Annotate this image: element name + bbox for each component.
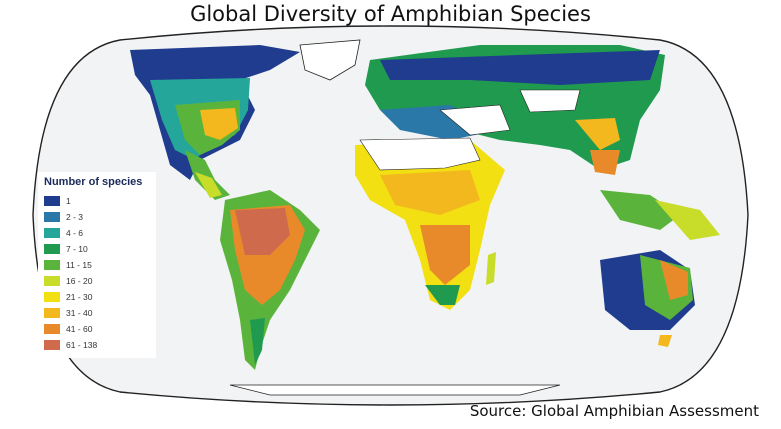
- south-america: [220, 190, 320, 370]
- legend-label: 21 - 30: [66, 291, 93, 302]
- map-title: Global Diversity of Amphibian Species: [190, 2, 591, 26]
- legend-item: 7 - 10: [44, 242, 88, 255]
- legend-swatch: [44, 339, 60, 350]
- legend-item: 2 - 3: [44, 210, 83, 223]
- legend-label: 31 - 40: [66, 307, 93, 318]
- legend-item: 61 - 138: [44, 338, 97, 351]
- legend-swatch: [44, 195, 60, 206]
- southeast-asia: [600, 190, 720, 240]
- legend-label: 61 - 138: [66, 339, 98, 350]
- legend-label: 11 - 15: [66, 259, 92, 270]
- legend-label: 4 - 6: [66, 227, 84, 238]
- legend-label: 41 - 60: [66, 323, 93, 334]
- australia: [600, 250, 695, 347]
- legend-label: 16 - 20: [66, 275, 93, 286]
- legend-swatch: [44, 227, 60, 238]
- legend-item: 41 - 60: [44, 322, 92, 335]
- legend-label: 2 - 3: [66, 211, 84, 222]
- legend-item: 31 - 40: [44, 306, 92, 319]
- legend-swatch: [44, 243, 60, 254]
- legend-swatch: [44, 259, 60, 270]
- eurasia: [365, 45, 665, 175]
- legend-item: 4 - 6: [44, 226, 83, 239]
- antarctica: [229, 384, 561, 396]
- north-america: [130, 39, 361, 200]
- legend-swatch: [44, 211, 60, 222]
- legend: Number of species 1 2 - 3 4 - 6 7 - 10 11 - …: [38, 172, 156, 358]
- source-caption: Source: Global Amphibian Assessment: [469, 402, 759, 420]
- africa: [355, 137, 505, 310]
- legend-item: 11 - 15: [44, 258, 92, 271]
- legend-swatch: [44, 275, 60, 286]
- legend-label: 1: [66, 195, 71, 206]
- legend-label: 7 - 10: [66, 243, 88, 254]
- legend-item: 21 - 30: [44, 290, 92, 303]
- legend-swatch: [44, 323, 60, 334]
- legend-swatch: [44, 307, 60, 318]
- legend-item: 16 - 20: [44, 274, 92, 287]
- legend-item: 1: [44, 194, 71, 207]
- legend-title: Number of species: [44, 176, 143, 188]
- legend-swatch: [44, 291, 60, 302]
